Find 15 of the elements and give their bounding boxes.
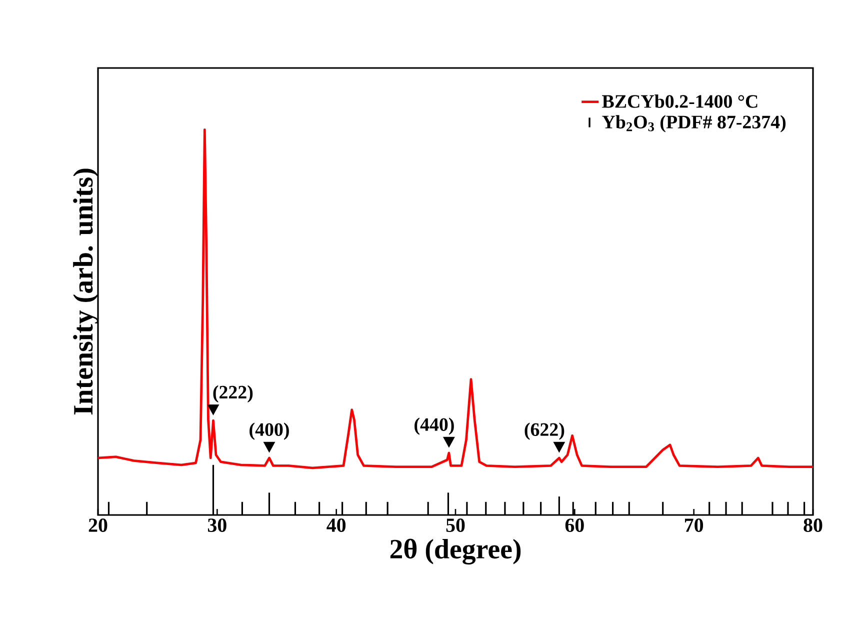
- annotation: (222): [213, 385, 253, 402]
- legend-label: BZCYb0.2-1400 °C: [602, 94, 758, 108]
- x-tick-label: 60: [565, 518, 584, 532]
- legend-label: Yb$_{2}$O$_{3}$ (PDF# 87-2374): [602, 115, 786, 132]
- annotation: (440): [414, 418, 454, 435]
- x-tick-label: 30: [208, 518, 226, 532]
- x-tick-label: 20: [88, 518, 108, 532]
- y-axis-title: Intensity (arb. units): [73, 168, 98, 415]
- annotation: (622): [524, 422, 564, 440]
- x-tick-label: 40: [326, 518, 346, 532]
- x-tick-label: 50: [446, 518, 465, 532]
- x-tick-label: 80: [804, 518, 822, 532]
- x-tick-label: 70: [685, 518, 704, 532]
- annotation: (400): [250, 422, 289, 440]
- x-axis-title: 2θ (degree): [390, 538, 521, 564]
